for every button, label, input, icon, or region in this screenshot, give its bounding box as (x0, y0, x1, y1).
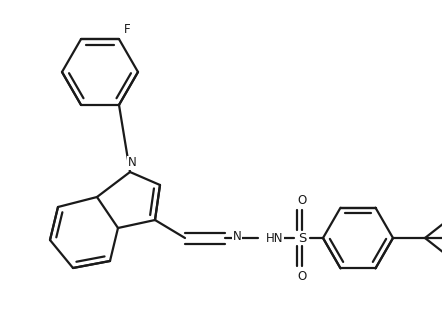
Text: O: O (297, 269, 307, 282)
Text: N: N (232, 231, 241, 243)
Text: HN: HN (266, 232, 284, 246)
Text: O: O (297, 193, 307, 206)
Text: S: S (298, 232, 306, 245)
Text: F: F (124, 23, 130, 36)
Text: N: N (128, 157, 137, 170)
